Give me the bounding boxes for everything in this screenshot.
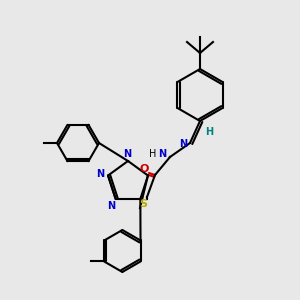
Text: H: H bbox=[149, 149, 157, 159]
Text: H: H bbox=[205, 127, 213, 137]
Text: N: N bbox=[108, 201, 116, 211]
Text: S: S bbox=[139, 199, 147, 209]
Text: O: O bbox=[139, 164, 149, 174]
Text: N: N bbox=[123, 149, 131, 159]
Text: N: N bbox=[179, 139, 187, 149]
Text: N: N bbox=[96, 169, 104, 178]
Text: N: N bbox=[158, 149, 166, 159]
